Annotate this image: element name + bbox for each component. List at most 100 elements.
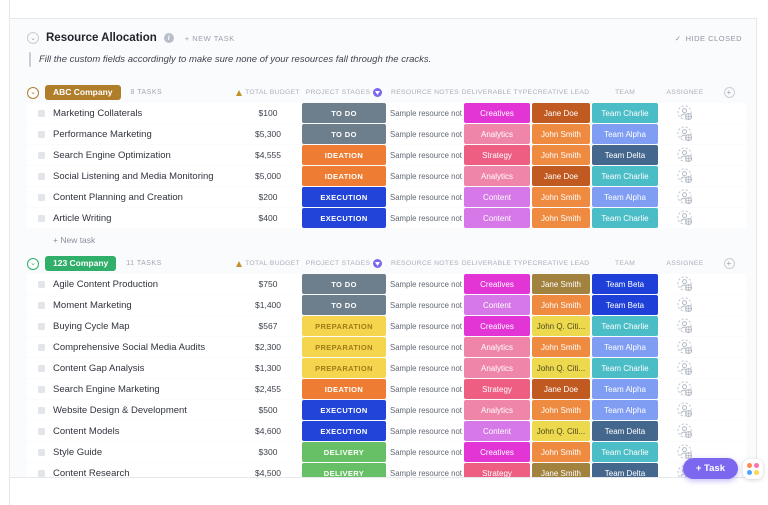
task-budget-value[interactable]: $100 bbox=[258, 108, 278, 118]
deliverable-type-chip[interactable]: Analytics bbox=[464, 337, 530, 357]
resource-notes-value[interactable]: Sample resource notes bbox=[390, 447, 462, 457]
creative-lead-chip[interactable]: John Smith bbox=[532, 295, 590, 315]
column-header-assignee[interactable]: ASSIGNEE bbox=[666, 89, 704, 96]
apps-grid-icon[interactable] bbox=[743, 458, 763, 479]
team-chip[interactable]: Team Alpha bbox=[592, 124, 658, 144]
creative-lead-chip[interactable]: John Smith bbox=[532, 400, 590, 420]
table-row[interactable]: Content Planning and Creation $200 EXECU… bbox=[27, 187, 746, 207]
deliverable-type-chip[interactable]: Creatives bbox=[464, 103, 530, 123]
assignee-cell[interactable] bbox=[660, 339, 710, 355]
creative-lead-chip[interactable]: John Q. Citi... bbox=[532, 358, 590, 378]
resource-notes-value[interactable]: Sample resource notes bbox=[390, 300, 462, 310]
creative-lead-chip[interactable]: John Smith bbox=[532, 187, 590, 207]
collapse-view-icon[interactable]: ⌄ bbox=[27, 32, 39, 44]
assignee-cell[interactable] bbox=[660, 105, 710, 121]
group-badge[interactable]: 123 Company bbox=[45, 256, 117, 271]
column-header-team[interactable]: TEAM bbox=[614, 89, 636, 96]
assignee-cell[interactable] bbox=[660, 147, 710, 163]
column-header-creative-lead[interactable]: CREATIVE LEAD bbox=[532, 260, 590, 267]
resource-notes-value[interactable]: Sample resource notes bbox=[390, 321, 462, 331]
task-name[interactable]: Content Research bbox=[53, 467, 130, 478]
column-header-resource-notes[interactable]: RESOURCE NOTES bbox=[390, 260, 460, 267]
creative-lead-chip[interactable]: Jane Doe bbox=[532, 103, 590, 123]
collapse-group-icon[interactable]: ⌄ bbox=[27, 257, 39, 270]
creative-lead-chip[interactable]: Jane Smith bbox=[532, 274, 590, 294]
table-row[interactable]: Search Engine Marketing $2,455 IDEATION … bbox=[27, 379, 746, 399]
team-chip[interactable]: Team Delta bbox=[592, 463, 658, 477]
team-chip[interactable]: Team Delta bbox=[592, 145, 658, 165]
project-stage-chip[interactable]: PREPARATION bbox=[302, 358, 386, 378]
task-status-checkbox[interactable] bbox=[38, 172, 45, 180]
deliverable-type-chip[interactable]: Creatives bbox=[464, 274, 530, 294]
project-stage-chip[interactable]: IDEATION bbox=[302, 145, 386, 165]
task-status-checkbox[interactable] bbox=[38, 214, 45, 222]
task-name[interactable]: Agile Content Production bbox=[53, 278, 159, 290]
task-status-checkbox[interactable] bbox=[38, 364, 45, 372]
task-budget-value[interactable]: $4,555 bbox=[255, 150, 281, 160]
project-stage-chip[interactable]: EXECUTION bbox=[302, 421, 386, 441]
deliverable-type-chip[interactable]: Analytics bbox=[464, 124, 530, 144]
deliverable-type-chip[interactable]: Analytics bbox=[464, 166, 530, 186]
column-header-team[interactable]: TEAM bbox=[614, 260, 636, 267]
deliverable-type-chip[interactable]: Analytics bbox=[464, 400, 530, 420]
assignee-cell[interactable] bbox=[660, 126, 710, 142]
project-stage-chip[interactable]: TO DO bbox=[302, 274, 386, 294]
assignee-cell[interactable] bbox=[660, 381, 710, 397]
team-chip[interactable]: Team Alpha bbox=[592, 337, 658, 357]
task-budget-value[interactable]: $1,400 bbox=[255, 300, 281, 310]
assignee-cell[interactable] bbox=[660, 297, 710, 313]
task-status-checkbox[interactable] bbox=[38, 448, 45, 456]
info-icon[interactable]: i bbox=[163, 33, 174, 43]
column-header-project-stages[interactable]: PROJECT STAGES bbox=[302, 88, 386, 97]
column-header-project-stages[interactable]: PROJECT STAGES bbox=[302, 259, 386, 268]
table-row[interactable]: Website Design & Development $500 EXECUT… bbox=[27, 400, 746, 420]
task-name[interactable]: Search Engine Marketing bbox=[53, 383, 160, 395]
column-header-assignee[interactable]: ASSIGNEE bbox=[666, 260, 704, 267]
assignee-cell[interactable] bbox=[660, 276, 710, 292]
task-name[interactable]: Website Design & Development bbox=[53, 404, 187, 416]
deliverable-type-chip[interactable]: Content bbox=[464, 208, 530, 228]
column-header-creative-lead[interactable]: CREATIVE LEAD bbox=[532, 89, 590, 96]
task-name[interactable]: Article Writing bbox=[53, 212, 112, 224]
table-row[interactable]: Content Research $4,500 DELIVERY Sample … bbox=[27, 463, 746, 478]
task-budget-value[interactable]: $500 bbox=[258, 405, 278, 415]
task-budget-value[interactable]: $567 bbox=[258, 321, 278, 331]
resource-notes-value[interactable]: Sample resource notes bbox=[390, 108, 462, 118]
table-row[interactable]: Moment Marketing $1,400 TO DO Sample res… bbox=[27, 295, 746, 315]
assignee-cell[interactable] bbox=[660, 402, 710, 418]
team-chip[interactable]: Team Alpha bbox=[592, 187, 658, 207]
resource-notes-value[interactable]: Sample resource notes bbox=[390, 213, 462, 223]
task-status-checkbox[interactable] bbox=[38, 130, 45, 138]
task-status-checkbox[interactable] bbox=[38, 427, 45, 435]
creative-lead-chip[interactable]: John Smith bbox=[532, 124, 590, 144]
table-row[interactable]: Search Engine Optimization $4,555 IDEATI… bbox=[27, 145, 746, 165]
deliverable-type-chip[interactable]: Analytics bbox=[464, 358, 530, 378]
deliverable-type-chip[interactable]: Content bbox=[464, 187, 530, 207]
group-badge[interactable]: ABC Company bbox=[45, 85, 121, 100]
project-stage-chip[interactable]: EXECUTION bbox=[302, 187, 386, 207]
task-name[interactable]: Style Guide bbox=[53, 446, 103, 458]
task-budget-value[interactable]: $200 bbox=[258, 192, 278, 202]
add-column-icon[interactable]: + bbox=[723, 258, 735, 269]
table-row[interactable]: Comprehensive Social Media Audits $2,300… bbox=[27, 337, 746, 357]
team-chip[interactable]: Team Charlie bbox=[592, 103, 658, 123]
team-chip[interactable]: Team Charlie bbox=[592, 442, 658, 462]
creative-lead-chip[interactable]: John Smith bbox=[532, 442, 590, 462]
team-chip[interactable]: Team Charlie bbox=[592, 358, 658, 378]
deliverable-type-chip[interactable]: Strategy bbox=[464, 379, 530, 399]
deliverable-type-chip[interactable]: Content bbox=[464, 295, 530, 315]
project-stage-chip[interactable]: PREPARATION bbox=[302, 316, 386, 336]
column-header-deliverable-type[interactable]: DELIVERABLE TYPE bbox=[461, 260, 533, 267]
task-budget-value[interactable]: $4,500 bbox=[255, 468, 281, 478]
team-chip[interactable]: Team Charlie bbox=[592, 208, 658, 228]
hide-closed-toggle[interactable]: ✓ HIDE CLOSED bbox=[675, 34, 742, 43]
deliverable-type-chip[interactable]: Content bbox=[464, 421, 530, 441]
team-chip[interactable]: Team Charlie bbox=[592, 166, 658, 186]
resource-notes-value[interactable]: Sample resource notes bbox=[390, 171, 462, 181]
project-stage-chip[interactable]: EXECUTION bbox=[302, 208, 386, 228]
team-chip[interactable]: Team Beta bbox=[592, 295, 658, 315]
task-budget-value[interactable]: $5,300 bbox=[255, 129, 281, 139]
task-budget-value[interactable]: $300 bbox=[258, 447, 278, 457]
project-stage-chip[interactable]: PREPARATION bbox=[302, 337, 386, 357]
assignee-cell[interactable] bbox=[660, 318, 710, 334]
